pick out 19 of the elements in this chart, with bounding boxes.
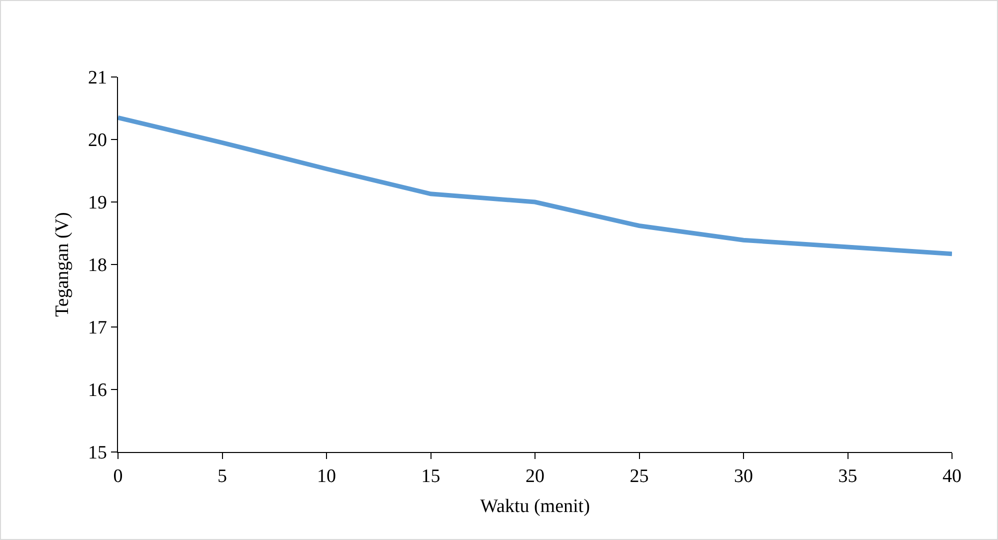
- y-tick-label: 17: [88, 318, 108, 339]
- x-tick-label: 20: [526, 466, 544, 487]
- y-tick-label: 15: [88, 442, 108, 464]
- y-tick-label: 16: [88, 380, 108, 402]
- y-tick-label: 21: [88, 68, 108, 89]
- x-axis-title: Waktu (menit): [480, 496, 590, 517]
- y-axis-title: Tegangan (V): [52, 212, 73, 317]
- y-tick-label: 18: [88, 255, 108, 276]
- x-tick-label: 15: [421, 466, 440, 487]
- y-tick-label: 20: [88, 130, 108, 152]
- x-tick-label: 5: [218, 466, 227, 487]
- x-tick-label: 0: [113, 466, 123, 487]
- y-tick-label: 19: [88, 192, 108, 214]
- x-tick-label: 40: [942, 466, 962, 487]
- line-series: [118, 115, 952, 256]
- x-tick-label: 25: [630, 466, 649, 487]
- x-tick-label: 30: [734, 466, 753, 487]
- x-tick-label: 10: [317, 466, 336, 487]
- x-tick-label: 35: [838, 466, 858, 487]
